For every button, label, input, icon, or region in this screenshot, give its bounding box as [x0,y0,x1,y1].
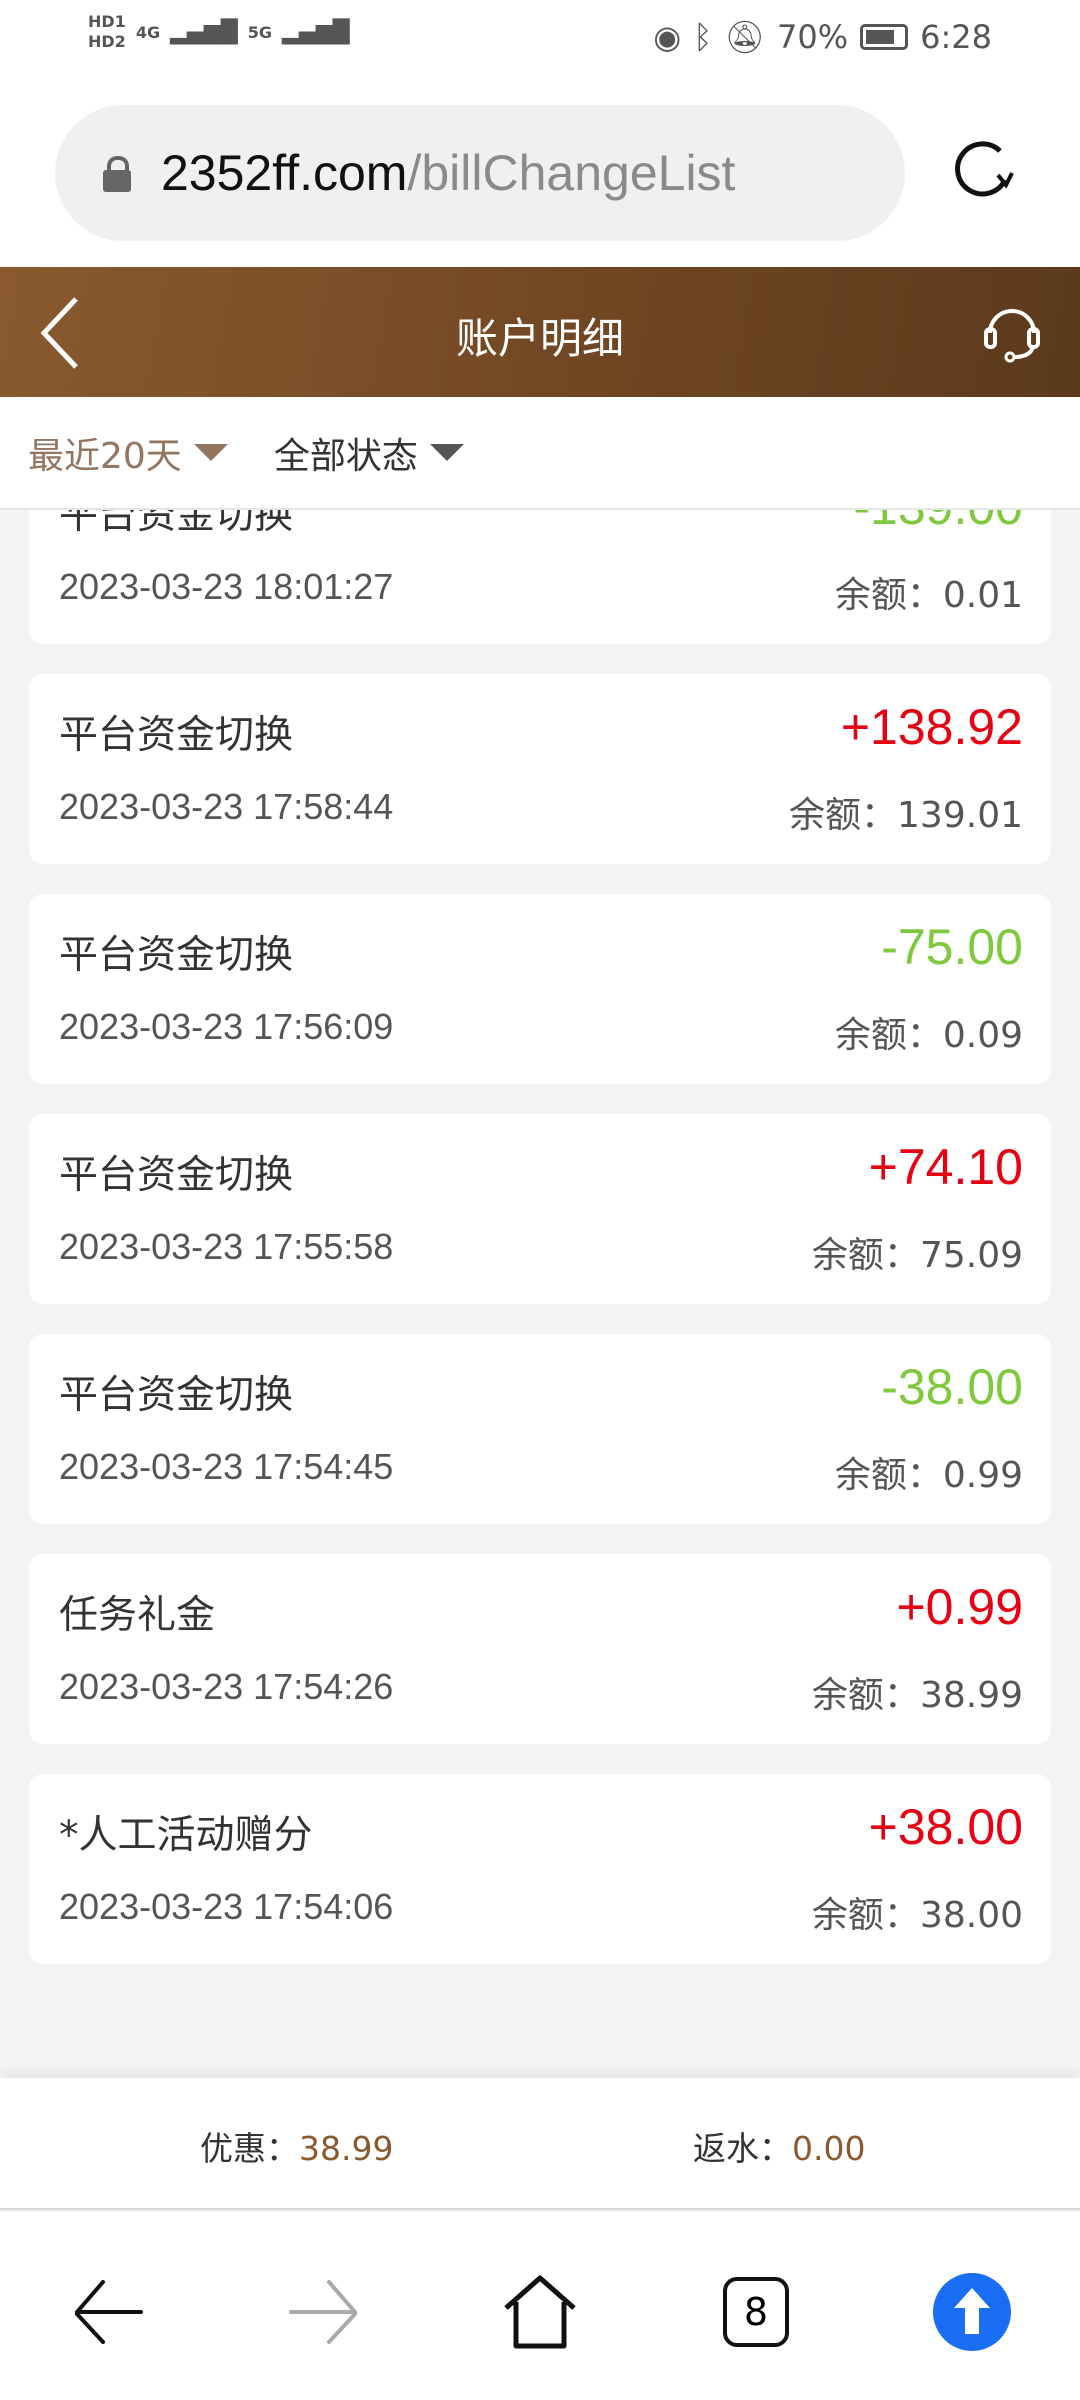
status-bar: HD1 HD2 4G ▂▄▆█ 5G ▂▄▆█ ◉ ᛒ 🔕︎ 70% 6:28 [0,0,1080,80]
transaction-list: 平台资金切换 -139.00 2023-03-23 18:01:27 余额：0.… [29,454,1051,1994]
transaction-name: 任务礼金 [59,1593,216,1638]
transaction-name: *人工活动赠分 [59,1813,313,1858]
filter-bar: 最近20天 全部状态 [0,397,1080,510]
transaction-name: 平台资金切换 [59,713,294,758]
transaction-amount: +38.00 [868,1799,1023,1855]
transaction-time: 2023-03-23 17:55:58 [59,1226,394,1267]
browser-back-button[interactable] [68,2272,148,2352]
tab-count: 8 [723,2277,789,2347]
signal-4g-icon: 4G [135,22,161,42]
transaction-time: 2023-03-23 17:54:26 [59,1666,394,1707]
customer-service-headset-icon[interactable] [982,299,1042,363]
transaction-time: 2023-03-23 17:58:44 [59,786,394,827]
transaction-time: 2023-03-23 17:54:06 [59,1886,394,1927]
transaction-card[interactable]: *人工活动赠分 +38.00 2023-03-23 17:54:06 余额：38… [29,1774,1051,1964]
address-bar[interactable]: 2352ff.com/billChangeList [55,105,905,241]
transaction-name: 平台资金切换 [59,1153,294,1198]
balance-label: 余额： [834,1455,943,1496]
tabs-button[interactable]: 8 [716,2272,796,2352]
discount-value: 38.99 [299,2129,394,2168]
status-dropdown[interactable]: 全部状态 [274,427,464,479]
balance-label: 余额： [811,1235,920,1276]
signal-5g-icon: 5G [247,22,273,42]
arrow-up-circle-icon [933,2273,1011,2351]
balance-label: 余额： [834,575,943,616]
transaction-name: 平台资金切换 [59,1373,294,1418]
discount-label: 优惠： [200,2129,299,2168]
browser-forward-button[interactable] [284,2272,364,2352]
transaction-card[interactable]: 平台资金切换 +138.92 2023-03-23 17:58:44 余额：13… [29,674,1051,864]
rebate-value: 0.00 [792,2129,866,2168]
signal-bars-icon: ▂▄▆█ [282,19,350,45]
balance-value: 38.00 [919,1895,1023,1936]
status-label: 全部状态 [273,435,418,477]
page-title: 账户明细 [455,314,624,363]
date-range-label: 最近20天 [28,435,182,477]
browser-bottom-nav: 8 [0,2212,1080,2400]
page-header: 账户明细 [0,267,1080,397]
transaction-card[interactable]: 平台资金切换 +74.10 2023-03-23 17:55:58 余额：75.… [29,1114,1051,1304]
mute-bell-icon: 🔕︎ [724,18,766,56]
signal-bars-icon: ▂▄▆█ [170,19,238,45]
home-icon [504,2275,576,2349]
balance-value: 139.01 [897,795,1023,836]
back-chevron-icon[interactable] [36,295,86,371]
transaction-card[interactable]: 任务礼金 +0.99 2023-03-23 17:54:26 余额：38.99 [29,1554,1051,1744]
transaction-amount: +138.92 [840,699,1023,755]
balance-label: 余额： [811,1895,920,1936]
balance-value: 0.01 [942,575,1023,616]
transaction-time: 2023-03-23 18:01:27 [59,566,394,607]
lock-icon [103,156,131,192]
transaction-amount: +74.10 [868,1139,1023,1195]
balance-label: 余额： [789,795,898,836]
clock: 6:28 [920,18,992,56]
scroll-top-button[interactable] [932,2272,1012,2352]
arrow-right-icon [289,2280,357,2344]
eye-icon: ◉ [653,18,682,56]
summary-bar: 优惠：38.99 返水：0.00 [0,2078,1080,2210]
transaction-card[interactable]: 平台资金切换 -38.00 2023-03-23 17:54:45 余额：0.9… [29,1334,1051,1524]
bluetooth-icon: ᛒ [693,18,713,56]
balance-label: 余额： [834,1015,943,1056]
balance-value: 0.99 [942,1455,1023,1496]
arrow-left-icon [75,2280,143,2344]
battery-percent: 70% [777,18,849,56]
transaction-time: 2023-03-23 17:56:09 [59,1006,394,1047]
date-range-dropdown[interactable]: 最近20天 [28,427,228,479]
browser-toolbar: 2352ff.com/billChangeList [0,80,1080,267]
transaction-card[interactable]: 平台资金切换 -75.00 2023-03-23 17:56:09 余额：0.0… [29,894,1051,1084]
transaction-amount: -75.00 [881,919,1023,975]
transaction-amount: +0.99 [896,1579,1023,1635]
caret-down-icon [193,444,228,461]
sim2-indicator: HD2 [88,32,126,51]
caret-down-icon [429,444,464,461]
transaction-amount: -38.00 [881,1359,1023,1415]
transaction-name: 平台资金切换 [59,933,294,978]
refresh-icon[interactable] [950,135,1020,205]
sim1-indicator: HD1 [88,12,126,31]
home-button[interactable] [500,2272,580,2352]
balance-value: 38.99 [919,1675,1023,1716]
url-domain: 2352ff.com [161,145,408,201]
transaction-time: 2023-03-23 17:54:45 [59,1446,394,1487]
battery-icon [860,24,909,50]
rebate-label: 返水： [693,2129,792,2168]
balance-value: 75.09 [919,1235,1023,1276]
url-path: /billChangeList [407,145,736,201]
balance-value: 0.09 [942,1015,1023,1056]
balance-label: 余额： [811,1675,920,1716]
